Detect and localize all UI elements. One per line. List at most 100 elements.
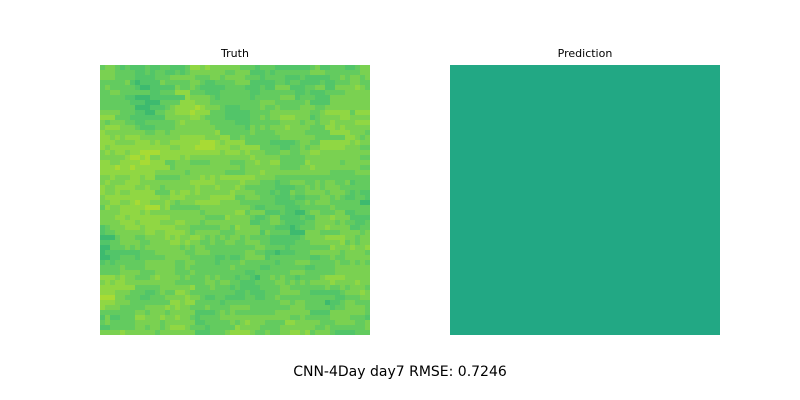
truth-heatmap-cell [160, 300, 166, 306]
truth-heatmap-cell [235, 225, 241, 231]
truth-heatmap-cell [145, 75, 151, 81]
truth-heatmap-cell [350, 120, 356, 126]
truth-heatmap-cell [295, 315, 301, 321]
truth-heatmap-cell [240, 245, 246, 251]
truth-heatmap-cell [110, 235, 116, 241]
truth-heatmap-cell [355, 135, 361, 141]
truth-heatmap-cell [245, 95, 251, 101]
truth-heatmap-cell [240, 255, 246, 261]
truth-heatmap-cell [285, 205, 291, 211]
truth-heatmap-cell [275, 135, 281, 141]
truth-heatmap-cell [230, 125, 236, 131]
truth-heatmap-cell [355, 300, 361, 306]
truth-heatmap-cell [165, 70, 171, 76]
truth-heatmap-cell [280, 275, 286, 281]
truth-heatmap-cell [175, 130, 181, 136]
truth-heatmap-cell [195, 300, 201, 306]
truth-heatmap-cell [140, 285, 146, 291]
truth-heatmap-cell [335, 165, 341, 171]
truth-heatmap-cell [220, 265, 226, 271]
truth-heatmap-cell [105, 125, 111, 131]
truth-heatmap-cell [155, 290, 161, 296]
truth-heatmap-cell [365, 65, 370, 71]
truth-heatmap-cell [190, 215, 196, 221]
truth-heatmap-cell [255, 315, 261, 321]
truth-heatmap-cell [365, 110, 370, 116]
truth-heatmap-cell [315, 295, 321, 301]
truth-heatmap-cell [120, 145, 126, 151]
truth-heatmap-cell [300, 255, 306, 261]
truth-heatmap-cell [250, 75, 256, 81]
truth-heatmap-cell [250, 160, 256, 166]
truth-heatmap-cell [165, 230, 171, 236]
truth-heatmap-cell [115, 80, 121, 86]
truth-heatmap-cell [195, 115, 201, 121]
truth-heatmap-cell [165, 225, 171, 231]
truth-heatmap-cell [330, 70, 336, 76]
truth-heatmap-cell [355, 255, 361, 261]
truth-heatmap-cell [200, 220, 206, 226]
truth-heatmap-cell [280, 200, 286, 206]
truth-heatmap-cell [175, 180, 181, 186]
truth-heatmap-cell [190, 240, 196, 246]
truth-heatmap-cell [280, 190, 286, 196]
truth-heatmap-cell [190, 295, 196, 301]
truth-heatmap-cell [105, 170, 111, 176]
truth-heatmap-cell [145, 80, 151, 86]
truth-heatmap-cell [350, 175, 356, 181]
truth-heatmap-cell [205, 195, 211, 201]
truth-heatmap-cell [240, 300, 246, 306]
truth-heatmap-cell [235, 275, 241, 281]
truth-heatmap-cell [150, 320, 156, 326]
truth-heatmap-cell [120, 230, 126, 236]
truth-heatmap-cell [345, 325, 351, 331]
truth-heatmap-cell [170, 145, 176, 151]
truth-heatmap-cell [250, 310, 256, 316]
truth-heatmap-cell [295, 290, 301, 296]
truth-heatmap-cell [175, 85, 181, 91]
truth-heatmap-cell [260, 110, 266, 116]
truth-heatmap-cell [335, 295, 341, 301]
truth-heatmap-cell [160, 250, 166, 256]
truth-heatmap-cell [155, 325, 161, 331]
truth-heatmap-cell [170, 280, 176, 286]
truth-heatmap-cell [250, 245, 256, 251]
truth-heatmap-cell [165, 215, 171, 221]
truth-heatmap-cell [365, 90, 370, 96]
truth-heatmap-cell [360, 320, 366, 326]
truth-heatmap-cell [155, 140, 161, 146]
truth-heatmap-cell [160, 170, 166, 176]
truth-heatmap-cell [120, 260, 126, 266]
truth-heatmap-cell [325, 240, 331, 246]
truth-heatmap-cell [300, 160, 306, 166]
truth-heatmap-cell [255, 90, 261, 96]
truth-heatmap-cell [155, 260, 161, 266]
truth-heatmap-cell [215, 245, 221, 251]
truth-heatmap-cell [170, 180, 176, 186]
truth-heatmap-cell [115, 250, 121, 256]
truth-heatmap-cell [255, 200, 261, 206]
truth-heatmap-cell [260, 220, 266, 226]
truth-heatmap-cell [150, 120, 156, 126]
truth-heatmap-cell [215, 325, 221, 331]
truth-heatmap-cell [330, 260, 336, 266]
truth-heatmap-cell [355, 130, 361, 136]
truth-heatmap-cell [155, 210, 161, 216]
truth-heatmap-cell [140, 155, 146, 161]
truth-heatmap-cell [155, 200, 161, 206]
truth-heatmap-cell [340, 160, 346, 166]
truth-heatmap-cell [130, 290, 136, 296]
truth-heatmap-cell [290, 145, 296, 151]
truth-heatmap-cell [285, 75, 291, 81]
truth-heatmap-cell [160, 200, 166, 206]
truth-heatmap-cell [265, 110, 271, 116]
truth-heatmap-cell [335, 120, 341, 126]
truth-heatmap-cell [255, 225, 261, 231]
truth-heatmap-cell [180, 215, 186, 221]
truth-heatmap-cell [200, 215, 206, 221]
truth-heatmap-cell [120, 325, 126, 331]
truth-heatmap-cell [350, 325, 356, 331]
truth-heatmap-cell [225, 235, 231, 241]
truth-heatmap-cell [110, 190, 116, 196]
truth-heatmap-cell [200, 260, 206, 266]
